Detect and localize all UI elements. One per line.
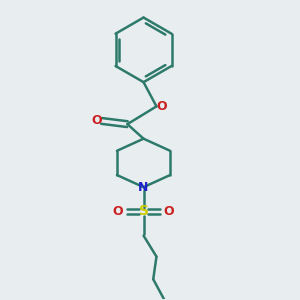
Text: S: S: [139, 204, 148, 218]
Text: O: O: [91, 114, 102, 128]
Text: O: O: [113, 205, 123, 218]
Text: O: O: [156, 100, 166, 113]
Text: O: O: [164, 205, 174, 218]
Text: N: N: [138, 181, 149, 194]
